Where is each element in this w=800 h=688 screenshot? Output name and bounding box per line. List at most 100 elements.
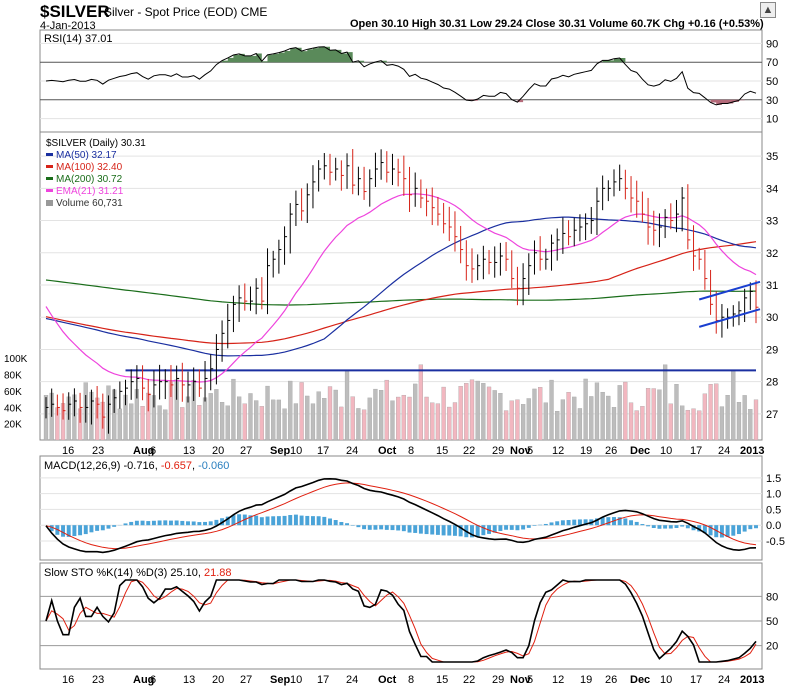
volume-bar	[202, 397, 208, 441]
macd-hist-bar	[299, 515, 304, 526]
volume-bar	[271, 399, 276, 441]
volume-bar	[356, 408, 361, 441]
macd-hist-bar	[151, 520, 156, 526]
volume-bar	[464, 383, 469, 441]
macd-hist-bar	[702, 525, 707, 534]
volume-bar	[708, 384, 713, 441]
exchange-text: CME	[240, 5, 268, 19]
x-axis-label: Sep	[270, 674, 290, 686]
x-axis-label: Oct	[378, 674, 397, 686]
volume-bar	[600, 391, 605, 441]
x-axis-label: 2013	[740, 674, 764, 686]
macd-hist-bar	[390, 525, 395, 531]
volume-bar	[617, 385, 622, 441]
macd-legend-label: MACD(12,26,9)	[44, 460, 120, 472]
price-tick-label: 35	[766, 151, 778, 163]
x-axis-label: Aug	[133, 445, 154, 457]
macd-hist-bar	[134, 520, 139, 526]
x-axis-label: 10	[290, 445, 302, 457]
x-axis-label: 19	[580, 445, 592, 457]
macd-hist-bar	[146, 521, 151, 526]
volume-bar	[214, 389, 219, 441]
macd-hist-bar	[481, 525, 486, 536]
macd-hist-bar	[583, 519, 588, 526]
price-tick-label: 29	[766, 344, 778, 356]
macd-hist-bar	[356, 525, 361, 528]
volume-bar	[219, 402, 225, 441]
x-axis-label: 17	[317, 674, 329, 686]
sto-tick-label: 50	[766, 616, 778, 628]
macd-hist-bar	[310, 516, 315, 526]
macd-hist-bar	[288, 515, 293, 526]
x-axis-label: 20	[212, 445, 224, 457]
macd-hist-bar	[49, 525, 54, 532]
macd-hist-bar	[78, 525, 83, 536]
macd-hist-bar	[379, 525, 384, 530]
macd-hist-bar	[532, 525, 537, 526]
volume-bar	[339, 406, 344, 441]
volume-bar	[452, 402, 458, 441]
macd-hist-bar	[191, 521, 196, 526]
macd-hist-bar	[333, 520, 338, 526]
x-axis-label: 13	[183, 674, 195, 686]
macd-hist-bar	[742, 525, 747, 532]
macd-hist-bar	[316, 516, 321, 526]
volume-bar	[475, 380, 480, 441]
volume-bar	[282, 408, 287, 441]
macd-hist-bar	[271, 516, 276, 526]
macd-hist-bar	[663, 525, 668, 529]
volume-bar	[447, 406, 452, 441]
macd-hist-bar	[600, 517, 605, 526]
stochastic-panel: Slow STO %K(14) %D(3) 25.10, 21.88 80 50 2…	[39, 562, 778, 670]
macd-hist-bar	[606, 517, 611, 526]
volume-bar	[407, 396, 412, 441]
chart-date: 4-Jan-2013	[40, 20, 96, 32]
macd-hist-bar	[470, 525, 474, 538]
volume-bar	[367, 397, 372, 441]
macd-hist-bar	[549, 522, 554, 526]
volume-bar	[526, 398, 531, 441]
volume-bar	[441, 386, 446, 441]
volume-bar	[236, 396, 242, 441]
sto-k-value: 25.10	[170, 567, 198, 579]
macd-hist-bar	[401, 525, 406, 532]
x-axis-label: 12	[552, 445, 564, 457]
macd-hist-bar	[231, 515, 236, 526]
rsi-panel: RSI(14) 37.01 90 70 50 30 10	[39, 29, 778, 133]
macd-hist-bar	[100, 525, 105, 531]
symbol-description: Silver - Spot Price (EOD) CME	[104, 5, 267, 19]
x-axis-label: Sep	[270, 445, 290, 457]
macd-hist-bar	[668, 525, 673, 529]
macd-tick-label: 0.0	[766, 520, 781, 532]
volume-bar	[503, 410, 509, 441]
macd-hist-bar	[293, 514, 298, 526]
volume-bar	[674, 384, 679, 441]
macd-hist-bar	[203, 521, 208, 526]
price-panel: 35 34 33 32 31 30 29 28 27 100K 80K 60K 40K 20K $SIL…	[4, 131, 778, 441]
macd-hist-bar	[594, 518, 599, 526]
macd-hist-bar	[413, 525, 418, 533]
macd-hist-bar	[83, 525, 88, 535]
ma50-line	[45, 216, 757, 357]
volume-bar	[390, 400, 395, 441]
volume-bar	[566, 392, 571, 441]
macd-hist-bar	[328, 518, 332, 526]
price-tick-label: 27	[766, 409, 778, 421]
x-axis-label: 27	[240, 445, 252, 457]
macd-tick-label: -0.5	[766, 536, 785, 548]
macd-hist-bar	[515, 525, 520, 531]
macd-hist-bar	[657, 525, 662, 529]
price-tick-label: 32	[766, 248, 778, 260]
volume-bar	[697, 410, 702, 441]
volume-bar	[197, 405, 202, 441]
macd-hist-bar	[555, 521, 560, 526]
volume-bar	[572, 396, 577, 441]
x-axis-label: Oct	[378, 445, 397, 457]
volume-bar	[225, 405, 230, 441]
x-axis-label: 23	[92, 445, 104, 457]
x-axis-label: Nov	[510, 674, 532, 686]
rsi-tick-label: 10	[766, 114, 778, 126]
volume-bar	[731, 371, 736, 441]
macd-hist-bar	[487, 525, 492, 534]
macd-hist-bar	[282, 515, 287, 526]
